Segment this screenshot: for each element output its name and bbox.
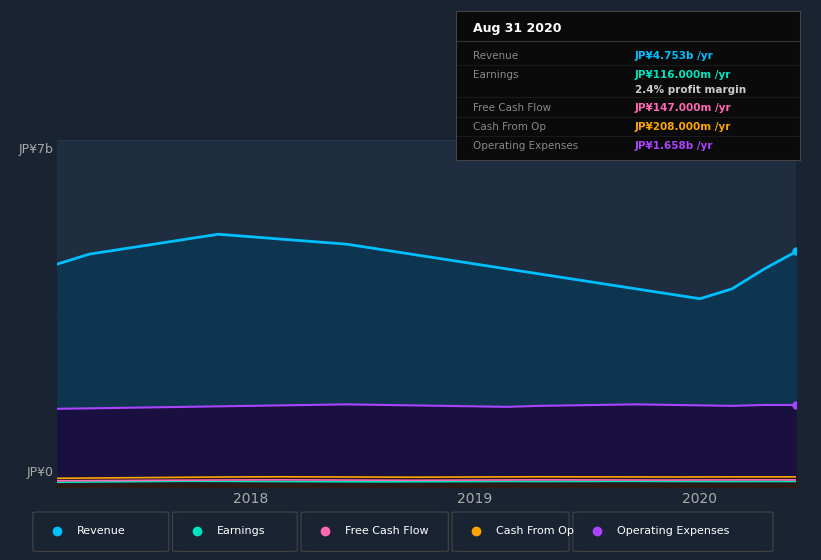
Text: JP¥116.000m /yr: JP¥116.000m /yr <box>635 70 732 80</box>
Text: JP¥208.000m /yr: JP¥208.000m /yr <box>635 122 732 132</box>
Text: Free Cash Flow: Free Cash Flow <box>345 526 429 535</box>
Text: Earnings: Earnings <box>473 70 518 80</box>
Text: Revenue: Revenue <box>473 51 518 60</box>
Text: Operating Expenses: Operating Expenses <box>473 141 578 151</box>
FancyBboxPatch shape <box>573 512 773 552</box>
Text: JP¥4.753b /yr: JP¥4.753b /yr <box>635 51 713 60</box>
FancyBboxPatch shape <box>172 512 297 552</box>
Text: Aug 31 2020: Aug 31 2020 <box>473 22 562 35</box>
Text: Free Cash Flow: Free Cash Flow <box>473 102 551 113</box>
Text: JP¥1.658b /yr: JP¥1.658b /yr <box>635 141 713 151</box>
FancyBboxPatch shape <box>301 512 448 552</box>
Text: Cash From Op: Cash From Op <box>473 122 546 132</box>
Text: Cash From Op: Cash From Op <box>496 526 574 535</box>
Text: Operating Expenses: Operating Expenses <box>617 526 729 535</box>
FancyBboxPatch shape <box>33 512 169 552</box>
Text: JP¥0: JP¥0 <box>26 466 53 479</box>
Text: 2.4% profit margin: 2.4% profit margin <box>635 85 746 95</box>
Text: JP¥7b: JP¥7b <box>19 143 53 156</box>
FancyBboxPatch shape <box>452 512 569 552</box>
Text: Earnings: Earnings <box>217 526 265 535</box>
Text: Revenue: Revenue <box>76 526 126 535</box>
Text: JP¥147.000m /yr: JP¥147.000m /yr <box>635 102 732 113</box>
